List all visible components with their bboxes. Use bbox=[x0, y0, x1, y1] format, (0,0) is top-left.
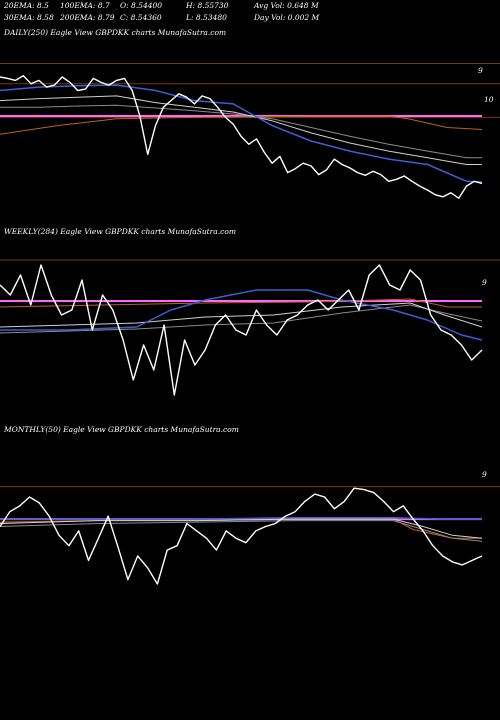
ema20-readout: 20EMA: 8.5 bbox=[4, 1, 49, 10]
monthly-tick-9: 9 bbox=[482, 470, 487, 479]
monthly-ema-mid-line bbox=[0, 518, 483, 539]
weekly-price-line bbox=[0, 264, 483, 396]
monthly-ema-long-line bbox=[0, 520, 483, 542]
daily-panel-label: DAILY(250) Eagle View GBPDKK charts Muna… bbox=[4, 28, 227, 37]
weekly-panel-label: WEEKLY(284) Eagle View GBPDKK charts Mun… bbox=[4, 227, 236, 236]
daily-ema-orange-line bbox=[0, 115, 483, 135]
weekly-ema-long-line bbox=[0, 304, 483, 334]
close-readout: C: 8.54360 bbox=[120, 13, 162, 22]
weekly-ema-orange-line bbox=[0, 298, 482, 308]
day-vol-readout: Day Vol: 0.002 M bbox=[254, 13, 320, 22]
monthly-ema-orange-line bbox=[0, 518, 482, 539]
daily-tick-9: 9 bbox=[478, 66, 483, 75]
monthly-panel-label: MONTHLY(50) Eagle View GBPDKK charts Mun… bbox=[4, 425, 239, 434]
daily-tick-10: 10 bbox=[484, 95, 494, 104]
open-readout: O: 8.54400 bbox=[120, 1, 163, 10]
weekly-ema-short-line bbox=[0, 289, 483, 341]
low-readout: L: 8.53480 bbox=[186, 13, 227, 22]
ema30-readout: 30EMA: 8.58 bbox=[4, 13, 54, 22]
daily-ema-long-line bbox=[0, 104, 482, 159]
daily-ema-mid-line bbox=[0, 95, 482, 165]
monthly-ema-short-line bbox=[0, 516, 482, 520]
high-readout: H: 8.55730 bbox=[186, 1, 229, 10]
daily-price-line bbox=[0, 75, 483, 199]
monthly-price-line bbox=[0, 487, 483, 585]
ema100-readout: 100EMA: 8.7 bbox=[60, 1, 110, 10]
daily-ema-short-line bbox=[0, 84, 483, 183]
weekly-tick-9: 9 bbox=[482, 278, 487, 287]
avg-vol-readout: Avg Vol: 0.648 M bbox=[254, 1, 319, 10]
ema200-readout: 200EMA: 8.79 bbox=[60, 13, 115, 22]
